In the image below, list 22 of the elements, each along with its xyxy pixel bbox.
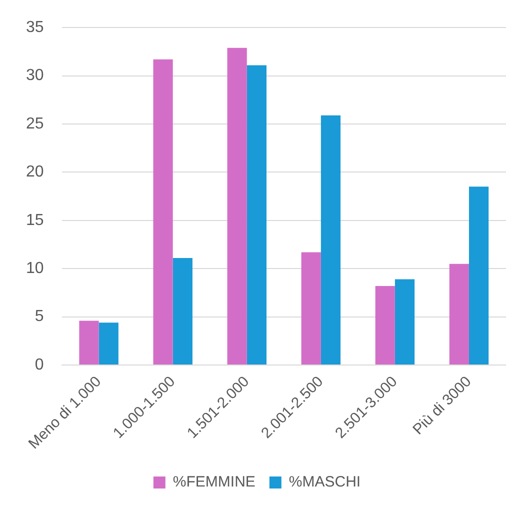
y-tick-label: 25 — [26, 115, 44, 132]
bar — [449, 264, 469, 365]
bar — [301, 252, 321, 365]
bar — [172, 258, 192, 365]
bar — [79, 320, 99, 365]
y-tick-label: 10 — [26, 260, 44, 278]
bar — [246, 65, 266, 365]
bar — [375, 286, 395, 365]
bar — [98, 322, 118, 365]
legend-label: %MASCHI — [288, 474, 361, 491]
y-tick-label: 30 — [26, 67, 44, 84]
bar — [320, 115, 341, 365]
y-tick-label: 0 — [34, 356, 44, 374]
y-tick-label: 20 — [26, 164, 44, 181]
y-tick-label: 15 — [26, 212, 44, 229]
y-tick-label: 5 — [34, 308, 44, 326]
bar — [153, 59, 173, 365]
bar — [468, 186, 489, 365]
bar — [394, 279, 415, 365]
bar — [227, 48, 247, 365]
y-tick-label: 35 — [26, 19, 44, 36]
legend-label: %FEMMINE — [172, 474, 256, 491]
